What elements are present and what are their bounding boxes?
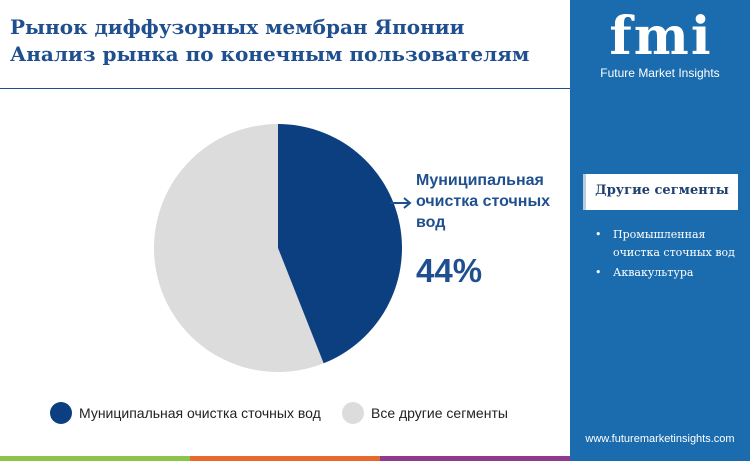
pie-chart bbox=[153, 124, 412, 372]
other-segments-heading: Другие сегменты bbox=[583, 174, 738, 210]
legend-label: Муниципальная очистка сточных вод bbox=[79, 405, 321, 421]
brand-name: Future Market Insights bbox=[600, 66, 720, 80]
page-title: Рынок диффузорных мембран Японии Анализ … bbox=[10, 14, 529, 68]
other-segments-list: Промышленная очистка сточных вод Аквакул… bbox=[595, 226, 745, 284]
legend-item-other: Все другие сегменты bbox=[342, 402, 508, 424]
segment-item: Аквакультура bbox=[595, 264, 745, 282]
legend-label: Все другие сегменты bbox=[371, 405, 508, 421]
title-line-2: Анализ рынка по конечным пользователям bbox=[10, 42, 530, 66]
bottom-bar-green bbox=[0, 456, 190, 461]
callout-value: 44% bbox=[416, 252, 483, 289]
legend-swatch bbox=[342, 402, 364, 424]
callout-label: Муниципальная очистка сточных вод bbox=[416, 172, 550, 231]
title-divider bbox=[0, 88, 570, 89]
bottom-bar-purple bbox=[380, 456, 570, 461]
pie-slice-0 bbox=[278, 124, 402, 364]
pie-slice-1 bbox=[153, 124, 324, 372]
website-link[interactable]: www.futuremarketinsights.com bbox=[585, 433, 735, 445]
bottom-bar-orange bbox=[190, 456, 380, 461]
legend-swatch bbox=[50, 402, 72, 424]
callout-arrow-icon bbox=[390, 197, 412, 209]
segment-item: Промышленная очистка сточных вод bbox=[595, 226, 745, 262]
legend-item-municipal: Муниципальная очистка сточных вод bbox=[50, 402, 321, 424]
title-line-1: Рынок диффузорных мембран Японии bbox=[10, 15, 465, 39]
fmi-logo: fmi bbox=[596, 10, 726, 64]
